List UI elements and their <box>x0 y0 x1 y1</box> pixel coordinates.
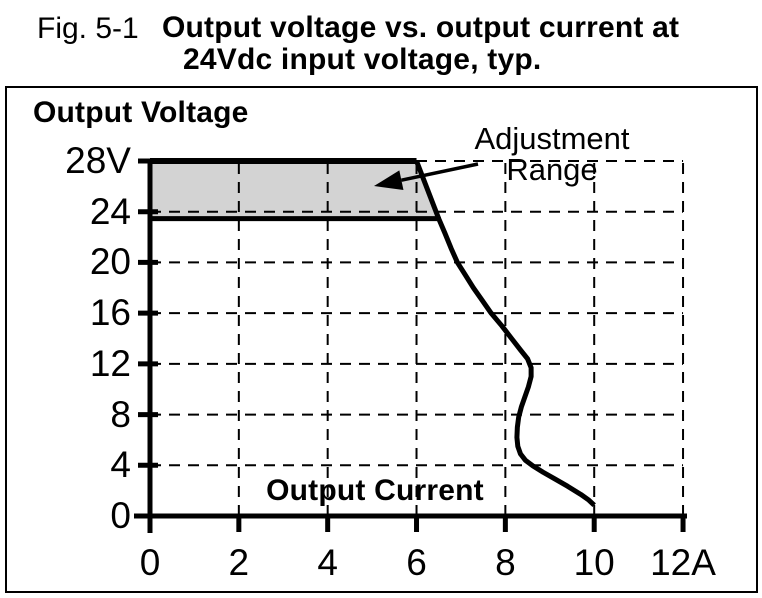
x-tick-label-6: 6 <box>406 542 427 583</box>
adjustment-range-annotation: Adjustment Range <box>452 123 652 185</box>
figure-title-line2: 24Vdc input voltage, typ. <box>183 43 542 76</box>
y-tick-label-12: 12 <box>89 342 131 384</box>
figure-number: Fig. 5-1 <box>37 12 139 45</box>
x-tick-label-4: 4 <box>317 542 338 583</box>
y-tick-label-16: 16 <box>89 292 131 334</box>
annotation-line1: Adjustment <box>474 121 630 156</box>
y-axis-title: Output Voltage <box>33 96 249 129</box>
x-tick-label-0: 0 <box>139 542 161 583</box>
x-axis-title: Output Current <box>266 474 484 507</box>
figure-title-line1: Output voltage vs. output current at <box>162 11 680 44</box>
y-tick-label-28V: 28V <box>65 139 131 181</box>
y-tick-label-4: 4 <box>110 444 131 486</box>
x-tick-label-8: 8 <box>495 542 516 583</box>
x-tick-label-2: 2 <box>228 542 250 583</box>
y-tick-label-24: 24 <box>89 190 131 232</box>
x-tick-label-12A: 12A <box>650 542 716 583</box>
y-tick-label-0: 0 <box>110 495 131 536</box>
x-tick-label-10: 10 <box>573 542 615 583</box>
y-tick-label-8: 8 <box>110 393 131 435</box>
annotation-line2: Range <box>506 152 598 187</box>
y-tick-label-20: 20 <box>89 241 131 283</box>
